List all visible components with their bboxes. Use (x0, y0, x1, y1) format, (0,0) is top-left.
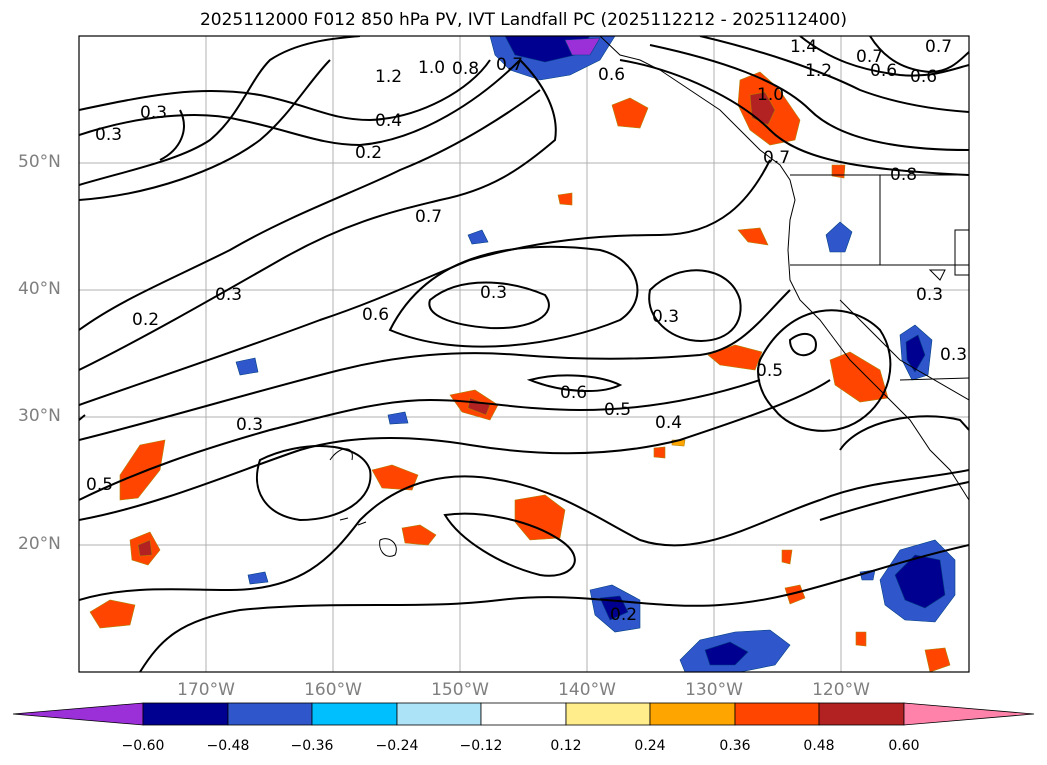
colorbar-extend-high (903, 702, 1035, 726)
contour-label: 0.6 (910, 67, 937, 87)
contour-labels: 1.4 1.2 1.0 0.8 0.7 0.6 0.3 0.4 0.2 0.7 … (86, 37, 967, 625)
contour-label: 0.5 (86, 475, 113, 495)
contour-label: 0.5 (604, 400, 631, 420)
contour-label: 0.3 (95, 125, 122, 145)
lat-label-50n: 50°N (18, 152, 61, 172)
colorbar-swatch (396, 702, 482, 726)
colorbar-tick: −0.60 (121, 738, 165, 754)
contour-label: 0.7 (856, 47, 883, 67)
contour-label: 0.7 (925, 37, 952, 57)
lon-label-170w: 170°W (177, 680, 235, 700)
colorbar-swatch (227, 702, 313, 726)
contour-label: 0.6 (560, 383, 587, 403)
colorbar-swatch (649, 702, 736, 726)
contour-label: 0.3 (236, 415, 263, 435)
contour-label: 0.2 (610, 605, 637, 625)
map-frame (78, 35, 970, 673)
map-title: 2025112000 F012 850 hPa PV, IVT Landfall… (199, 10, 847, 30)
colorbar-tick: −0.36 (290, 738, 334, 754)
lon-label-130w: 130°W (685, 680, 743, 700)
contour-label: 1.2 (805, 61, 832, 81)
colorbar-tick: 0.36 (719, 738, 751, 754)
colorbar-tick: −0.24 (375, 738, 419, 754)
contour-label: 0.7 (415, 207, 442, 227)
positive-pv-blobs (89, 71, 951, 672)
colorbar-swatch (565, 702, 651, 726)
colorbar-tick: 0.24 (634, 738, 666, 754)
colorbar-swatch (734, 702, 820, 726)
colorbar-swatch (480, 702, 567, 726)
negative-pv-blobs (235, 36, 956, 672)
lon-label-120w: 120°W (812, 680, 870, 700)
colorbar (12, 702, 1035, 726)
contour-label: 0.6 (362, 305, 389, 325)
colorbar-tick: −0.48 (206, 738, 250, 754)
contour-label: 0.4 (375, 111, 402, 131)
contour-label: 0.4 (655, 413, 682, 433)
contour-label: 0.5 (756, 361, 783, 381)
pv-contours (79, 36, 969, 672)
contour-label: 0.8 (452, 59, 479, 79)
colorbar-extend-low (12, 702, 144, 726)
contour-label: 1.2 (375, 67, 402, 87)
contour-label: 0.6 (870, 61, 897, 81)
colorbar-tick: 0.60 (888, 738, 920, 754)
contour-label: 0.3 (215, 285, 242, 305)
gridlines (79, 36, 969, 672)
contour-label: 0.3 (480, 283, 507, 303)
contour-label: 0.3 (140, 103, 167, 123)
contour-label: 0.3 (940, 345, 967, 365)
colorbar-swatch (142, 702, 229, 726)
contour-label: 0.7 (763, 148, 790, 168)
lat-label-20n: 20°N (18, 534, 61, 554)
map-content: 1.4 1.2 1.0 0.8 0.7 0.6 0.3 0.4 0.2 0.7 … (79, 36, 969, 672)
lon-label-160w: 160°W (304, 680, 362, 700)
contour-label: 1.0 (418, 58, 445, 78)
colorbar-tick: 0.12 (550, 738, 582, 754)
contour-label: 0.8 (890, 165, 917, 185)
contour-label: 1.4 (790, 37, 817, 57)
coastlines (329, 36, 969, 557)
lat-label-40n: 40°N (18, 279, 61, 299)
colorbar-tick: 0.48 (803, 738, 835, 754)
contour-label: 0.3 (652, 307, 679, 327)
contour-label: 0.3 (916, 285, 943, 305)
contour-label: 0.2 (355, 143, 382, 163)
contour-label: 1.0 (757, 85, 784, 105)
contour-label: 0.7 (496, 55, 523, 75)
colorbar-swatch (818, 702, 905, 726)
colorbar-tick: −0.12 (459, 738, 503, 754)
lon-label-140w: 140°W (558, 680, 616, 700)
lon-label-150w: 150°W (431, 680, 489, 700)
colorbar-swatch (311, 702, 398, 726)
contour-label: 0.6 (598, 65, 625, 85)
lat-label-30n: 30°N (18, 406, 61, 426)
contour-label: 0.2 (132, 310, 159, 330)
